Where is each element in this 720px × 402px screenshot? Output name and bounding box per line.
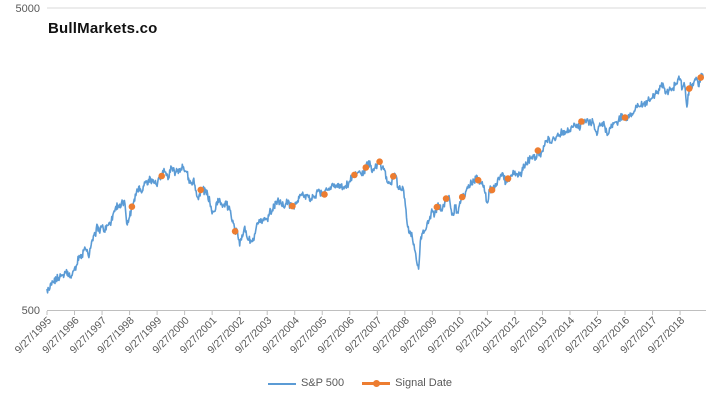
signal-dot <box>197 186 204 194</box>
signal-dot <box>534 147 542 154</box>
signal-dot <box>504 175 512 182</box>
signal-dot <box>362 164 370 171</box>
legend-item-sp500: S&P 500 <box>267 377 345 389</box>
sp500-line-sample-icon <box>267 379 296 388</box>
signal-marker-sample-icon <box>362 379 391 388</box>
legend: S&P 500 Signal Date <box>0 373 720 393</box>
signal-dot <box>474 176 482 184</box>
signal-dot <box>578 118 585 125</box>
sp500-line <box>46 72 704 294</box>
legend-label: Signal Date <box>395 377 453 389</box>
signal-dot <box>289 202 296 210</box>
signal-dot <box>621 114 629 121</box>
signal-dot <box>158 172 165 180</box>
signal-dot <box>697 74 704 81</box>
signal-dot <box>458 193 466 201</box>
y-tick-label-500: 500 <box>22 305 40 317</box>
signal-dot <box>321 191 328 198</box>
y-tick-label-5000: 5000 <box>16 3 40 15</box>
legend-item-signal-date: Signal Date <box>362 377 452 389</box>
signal-dot <box>685 85 693 92</box>
signal-dot <box>376 158 383 165</box>
legend-label: S&P 500 <box>300 377 345 389</box>
signal-dot <box>442 195 450 202</box>
signal-dot <box>433 203 441 211</box>
signal-dot <box>488 186 496 194</box>
signal-dots <box>128 74 704 235</box>
chart-title: BullMarkets.co <box>48 20 158 37</box>
signal-dot <box>351 171 358 179</box>
signal-dot <box>390 173 397 180</box>
signal-dot <box>231 228 239 235</box>
x-tick-labels: 9/27/19959/27/19969/27/19979/27/19989/27… <box>13 315 688 357</box>
signal-dot <box>128 203 136 210</box>
